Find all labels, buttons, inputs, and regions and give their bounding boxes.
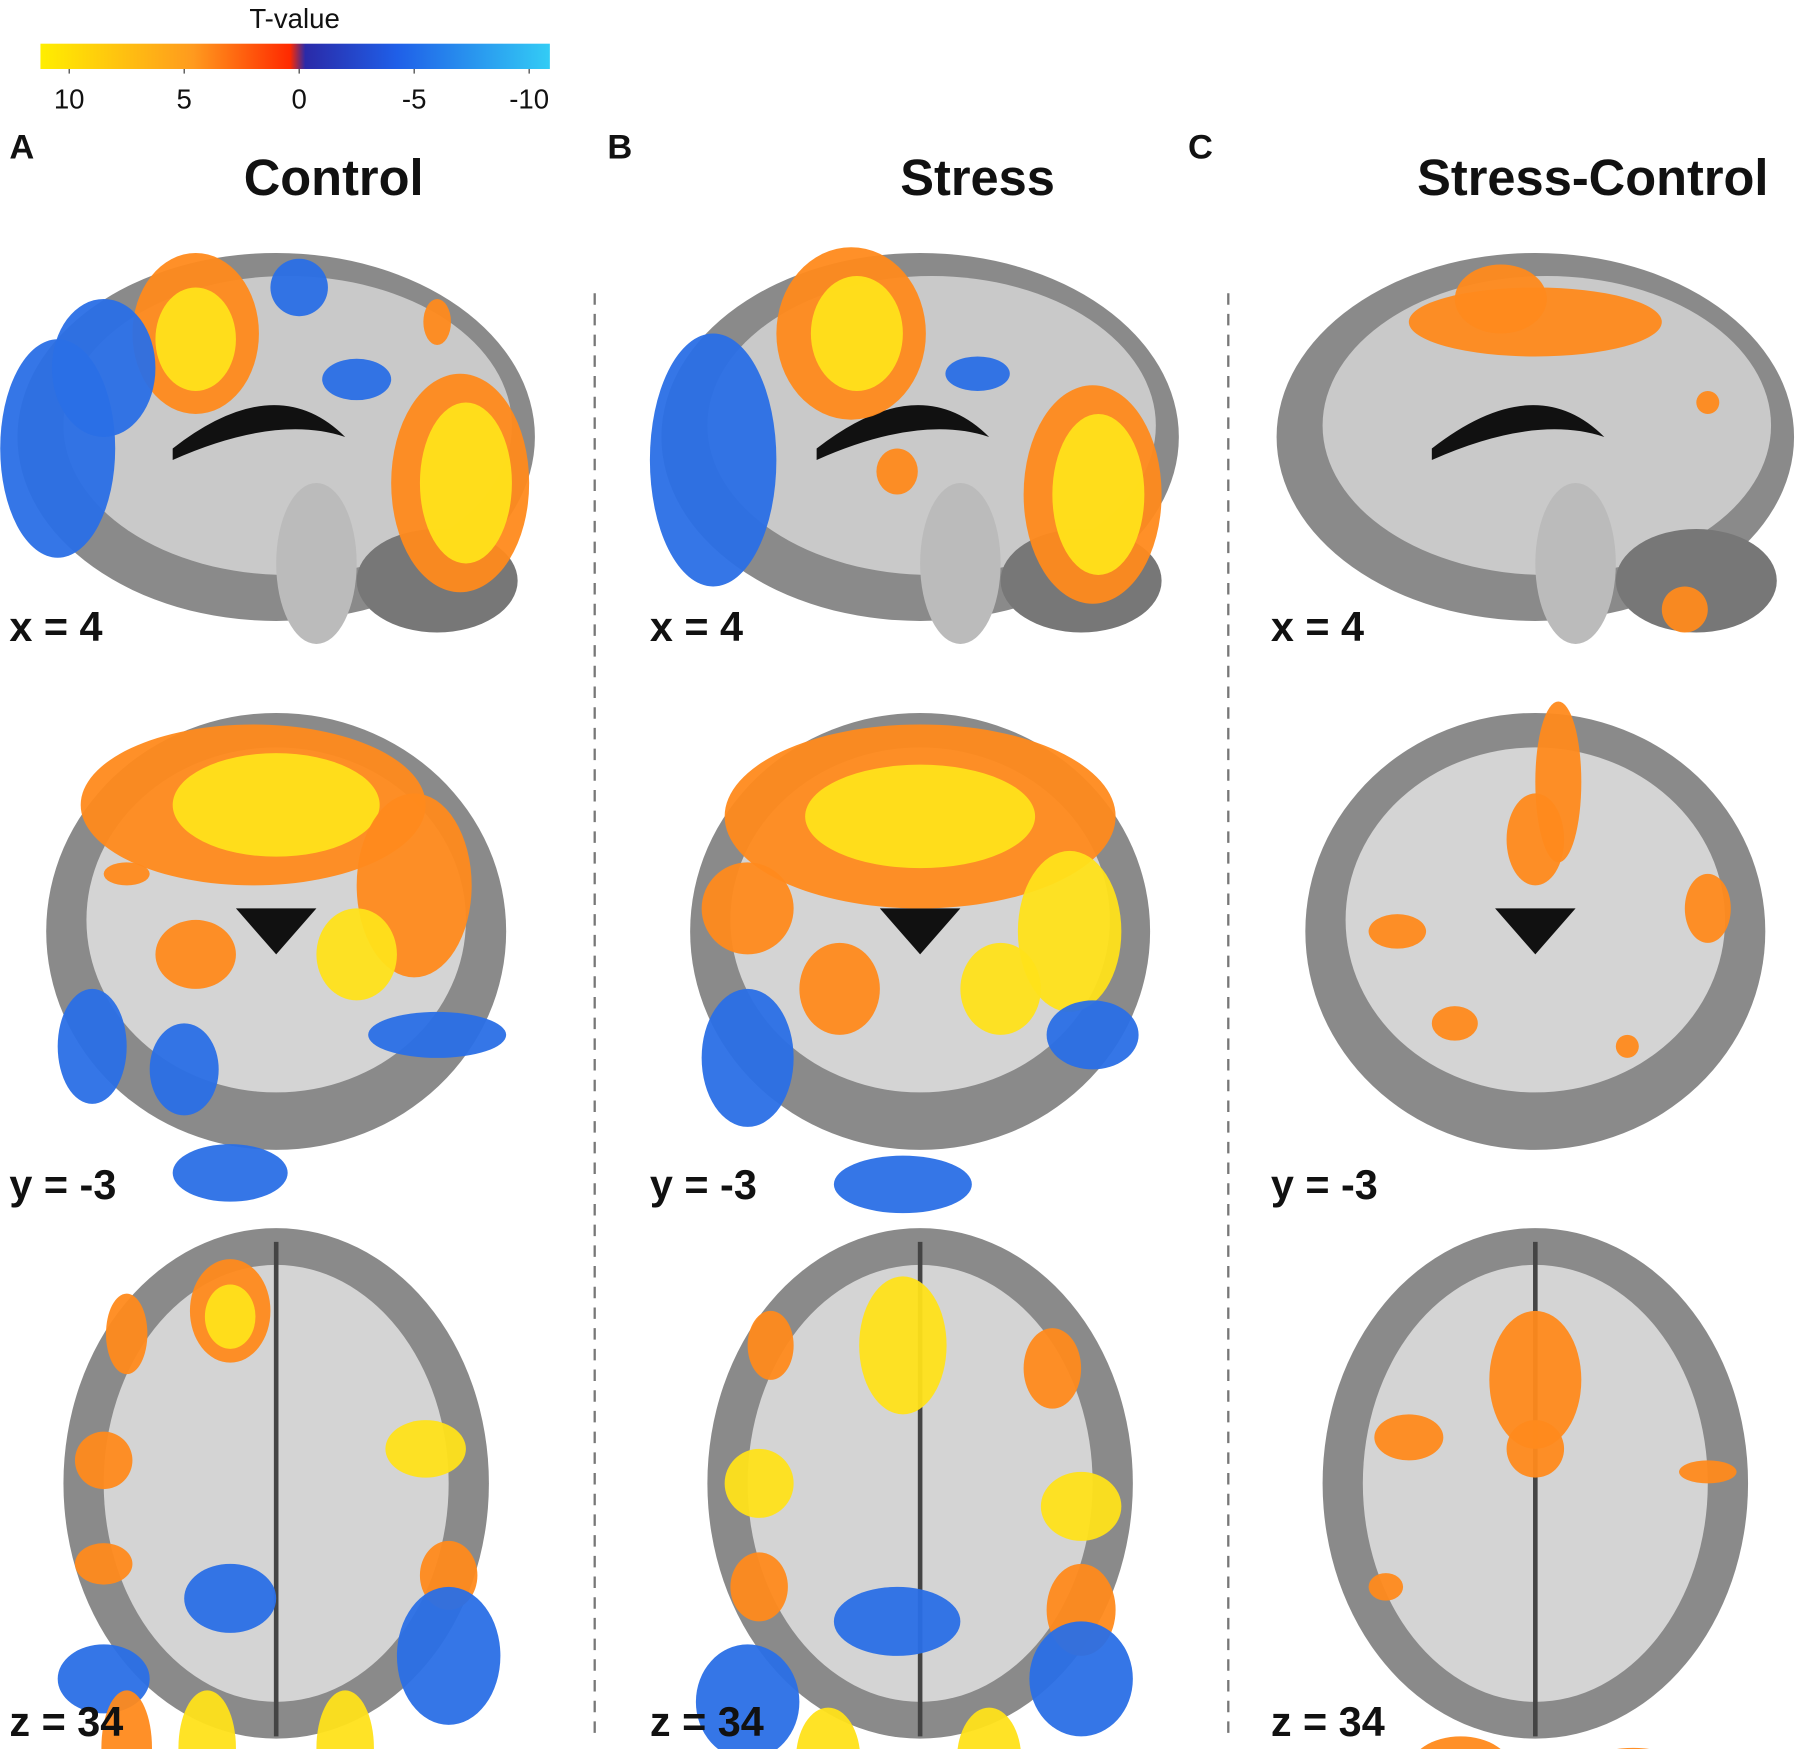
colorbar-tick-label: 10 <box>54 83 85 114</box>
activation-blob <box>1454 264 1547 334</box>
activation-blob <box>1431 1006 1478 1041</box>
activation-blob <box>74 1431 133 1490</box>
panel-title: Stress <box>900 149 1055 206</box>
activation-blob <box>368 1011 507 1058</box>
activation-blob <box>178 1690 236 1749</box>
activation-blob <box>419 402 512 564</box>
brain-slice <box>816 405 990 460</box>
panel-title: Stress-Control <box>1417 149 1768 206</box>
activation-blob <box>396 1586 501 1725</box>
activation-blob <box>649 333 777 587</box>
panel-letter: C <box>1188 129 1213 167</box>
activation-blob <box>101 1690 152 1749</box>
activation-blob <box>1017 850 1122 1012</box>
activation-blob <box>103 862 150 886</box>
slice-label: x = 4 <box>1271 604 1364 650</box>
slice-label: y = -3 <box>9 1162 116 1208</box>
activation-blob <box>796 1707 860 1749</box>
activation-blob <box>810 275 903 391</box>
activation-blob <box>322 358 392 401</box>
slice-label: z = 34 <box>650 1699 764 1745</box>
activation-blob <box>701 988 794 1127</box>
activation-blob <box>423 298 451 345</box>
activation-blob <box>833 1155 972 1214</box>
activation-blob <box>1506 1420 1565 1478</box>
activation-blob <box>172 753 380 857</box>
slice-label: z = 34 <box>1271 1699 1385 1745</box>
brain-slice <box>920 482 1001 644</box>
activation-blob <box>74 1543 133 1585</box>
activation-blob <box>805 764 1036 869</box>
activation-blob <box>1489 1310 1582 1449</box>
activation-blob <box>747 1310 794 1380</box>
activation-blob <box>876 448 918 495</box>
colorbar-tick-label: -10 <box>509 83 549 114</box>
activation-blob <box>57 988 127 1104</box>
activation-blob <box>270 258 328 317</box>
slice-label: y = -3 <box>650 1162 757 1208</box>
slice-label: x = 4 <box>9 604 102 650</box>
activation-blob <box>1023 1328 1082 1409</box>
activation-blob <box>960 942 1041 1035</box>
activation-blob <box>155 919 236 989</box>
activation-blob <box>316 908 397 1001</box>
colorbar-tick-label: 0 <box>292 83 307 114</box>
activation-blob <box>1420 1736 1501 1749</box>
activation-blob <box>1368 914 1427 949</box>
activation-blob <box>701 862 794 955</box>
activation-blob <box>172 1144 288 1202</box>
brain-slice <box>276 482 357 644</box>
activation-blob <box>695 1644 800 1749</box>
activation-blob <box>957 1707 1021 1749</box>
activation-blob <box>1684 873 1731 943</box>
colorbar-tick-label: -5 <box>402 83 427 114</box>
activation-blob <box>945 356 1010 391</box>
activation-blob <box>316 1690 374 1749</box>
brain-slice <box>1615 528 1777 633</box>
activation-blob <box>184 1563 277 1633</box>
slice-label: z = 34 <box>9 1699 123 1745</box>
panel-letter: A <box>9 129 34 167</box>
activation-blob <box>105 1293 148 1375</box>
brain-slice <box>1431 405 1605 460</box>
activation-blob <box>1052 413 1145 575</box>
activation-blob <box>155 287 236 391</box>
brain-slice <box>879 908 961 955</box>
activation-blob <box>1046 1000 1139 1070</box>
activation-blob <box>1040 1471 1122 1541</box>
activation-blob <box>724 1448 794 1518</box>
activation-blob <box>833 1586 961 1656</box>
activation-blob <box>51 298 156 437</box>
activation-blob <box>799 942 880 1035</box>
activation-blob <box>859 1276 947 1415</box>
colorbar-tick-label: 5 <box>177 83 192 114</box>
activation-blob <box>1374 1414 1444 1461</box>
brain-images <box>0 247 1795 1749</box>
colorbar-title: T-value <box>249 3 339 34</box>
activation-blob <box>1506 793 1565 886</box>
activation-blob <box>1696 390 1720 414</box>
brain-slice <box>172 405 346 460</box>
activation-blob <box>730 1552 788 1622</box>
activation-blob <box>1368 1573 1404 1601</box>
activation-blob <box>204 1284 256 1349</box>
slice-label: x = 4 <box>650 604 743 650</box>
activation-blob <box>1679 1460 1737 1484</box>
brain-slice <box>1495 908 1576 955</box>
slice-label: y = -3 <box>1271 1162 1378 1208</box>
brain-slice <box>1535 482 1616 644</box>
activation-blob <box>149 1023 219 1116</box>
activation-blob <box>1029 1621 1133 1737</box>
panel-letter: B <box>607 129 632 167</box>
activation-blob <box>1615 1034 1639 1058</box>
panel-title: Control <box>244 149 424 206</box>
brain-slice <box>235 908 317 955</box>
colorbar <box>40 43 550 69</box>
activation-blob <box>385 1420 466 1478</box>
activation-blob <box>1661 586 1708 633</box>
